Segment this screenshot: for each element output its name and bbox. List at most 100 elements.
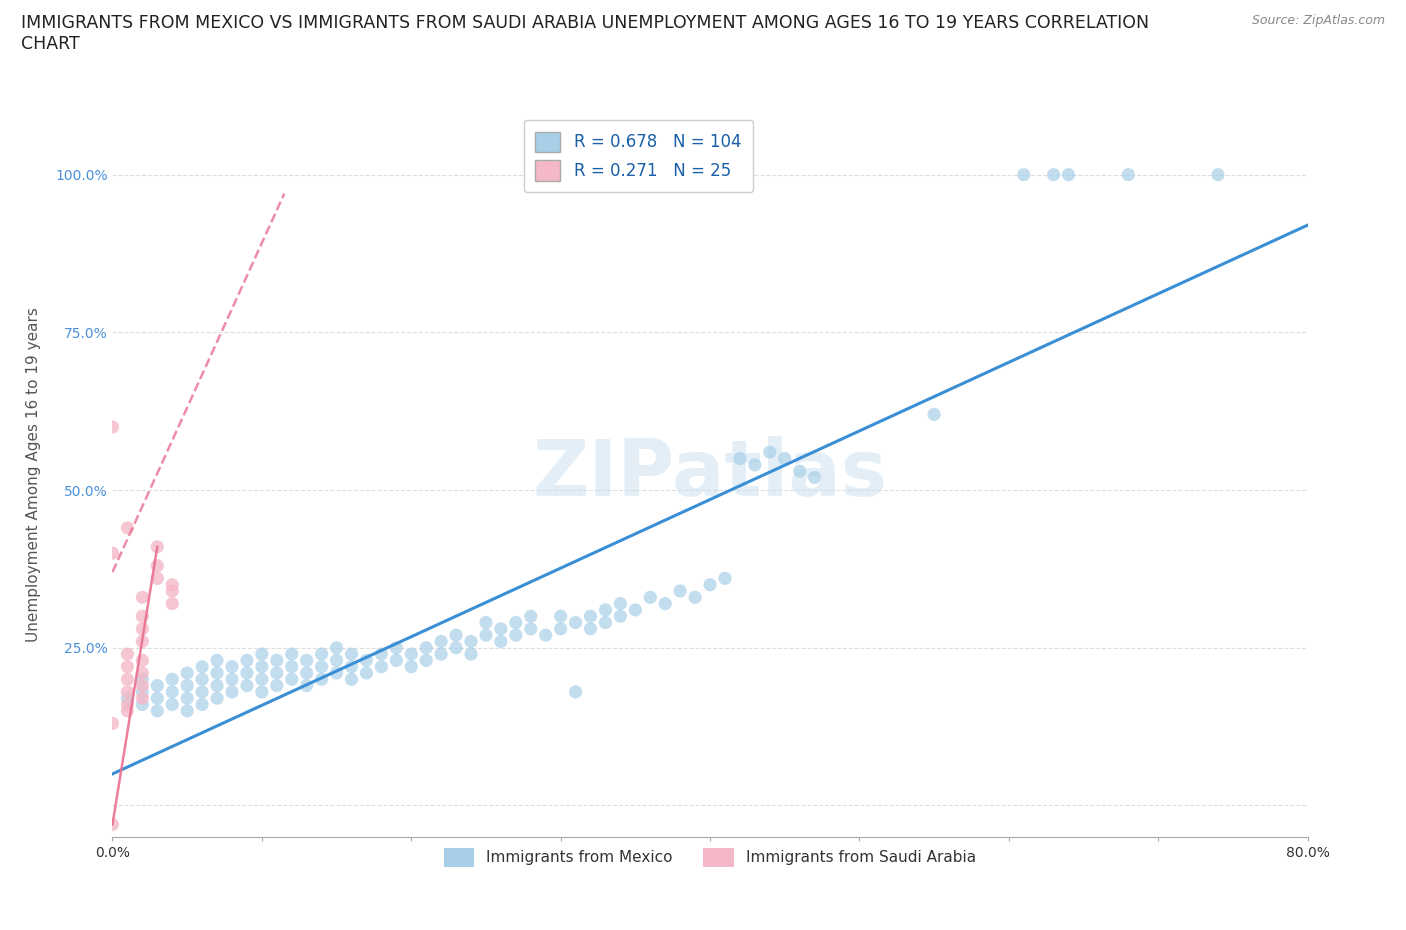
- Point: [117, 659, 139, 674]
- Point: [385, 653, 408, 668]
- Point: [520, 621, 543, 636]
- Point: [131, 634, 153, 649]
- Point: [595, 603, 617, 618]
- Point: [564, 684, 586, 699]
- Point: [325, 666, 347, 681]
- Point: [489, 621, 512, 636]
- Point: [162, 583, 183, 598]
- Point: [325, 653, 347, 668]
- Text: Source: ZipAtlas.com: Source: ZipAtlas.com: [1251, 14, 1385, 27]
- Point: [489, 634, 512, 649]
- Point: [1042, 167, 1064, 182]
- Point: [131, 691, 153, 706]
- Point: [101, 817, 124, 831]
- Point: [131, 653, 153, 668]
- Point: [803, 470, 825, 485]
- Legend: Immigrants from Mexico, Immigrants from Saudi Arabia: Immigrants from Mexico, Immigrants from …: [437, 842, 983, 873]
- Point: [444, 628, 467, 643]
- Point: [281, 659, 304, 674]
- Point: [654, 596, 676, 611]
- Point: [1118, 167, 1140, 182]
- Point: [205, 691, 228, 706]
- Point: [759, 445, 782, 459]
- Point: [624, 603, 647, 618]
- Point: [131, 666, 153, 681]
- Point: [146, 691, 169, 706]
- Point: [131, 678, 153, 693]
- Point: [356, 666, 378, 681]
- Point: [370, 646, 392, 661]
- Point: [146, 703, 169, 718]
- Point: [162, 684, 183, 699]
- Point: [250, 659, 273, 674]
- Point: [728, 451, 751, 466]
- Point: [281, 646, 304, 661]
- Point: [669, 583, 692, 598]
- Point: [117, 698, 139, 712]
- Point: [205, 653, 228, 668]
- Text: CHART: CHART: [21, 35, 80, 53]
- Point: [221, 684, 243, 699]
- Point: [401, 646, 423, 661]
- Point: [550, 621, 572, 636]
- Point: [250, 684, 273, 699]
- Point: [340, 671, 363, 686]
- Point: [311, 671, 333, 686]
- Point: [505, 628, 527, 643]
- Point: [117, 521, 139, 536]
- Point: [131, 698, 153, 712]
- Point: [325, 641, 347, 656]
- Point: [117, 691, 139, 706]
- Point: [534, 628, 557, 643]
- Point: [162, 578, 183, 592]
- Point: [595, 615, 617, 630]
- Point: [266, 678, 288, 693]
- Point: [101, 716, 124, 731]
- Point: [609, 596, 631, 611]
- Point: [236, 678, 259, 693]
- Point: [460, 646, 482, 661]
- Point: [430, 646, 453, 661]
- Point: [250, 646, 273, 661]
- Point: [415, 641, 437, 656]
- Point: [683, 590, 706, 604]
- Point: [640, 590, 662, 604]
- Point: [295, 666, 318, 681]
- Point: [1206, 167, 1229, 182]
- Y-axis label: Unemployment Among Ages 16 to 19 years: Unemployment Among Ages 16 to 19 years: [27, 307, 41, 642]
- Point: [221, 659, 243, 674]
- Point: [744, 458, 766, 472]
- Point: [146, 539, 169, 554]
- Point: [370, 659, 392, 674]
- Point: [281, 671, 304, 686]
- Point: [520, 609, 543, 624]
- Point: [176, 678, 198, 693]
- Point: [266, 666, 288, 681]
- Point: [475, 615, 498, 630]
- Point: [131, 609, 153, 624]
- Point: [162, 698, 183, 712]
- Point: [205, 666, 228, 681]
- Point: [505, 615, 527, 630]
- Point: [295, 678, 318, 693]
- Point: [221, 671, 243, 686]
- Point: [205, 678, 228, 693]
- Point: [475, 628, 498, 643]
- Point: [609, 609, 631, 624]
- Point: [340, 646, 363, 661]
- Point: [311, 646, 333, 661]
- Point: [1057, 167, 1080, 182]
- Point: [579, 609, 602, 624]
- Point: [117, 703, 139, 718]
- Point: [146, 558, 169, 573]
- Point: [131, 671, 153, 686]
- Point: [131, 590, 153, 604]
- Point: [401, 659, 423, 674]
- Point: [117, 671, 139, 686]
- Point: [460, 634, 482, 649]
- Point: [1012, 167, 1035, 182]
- Point: [444, 641, 467, 656]
- Point: [789, 464, 811, 479]
- Point: [131, 621, 153, 636]
- Point: [430, 634, 453, 649]
